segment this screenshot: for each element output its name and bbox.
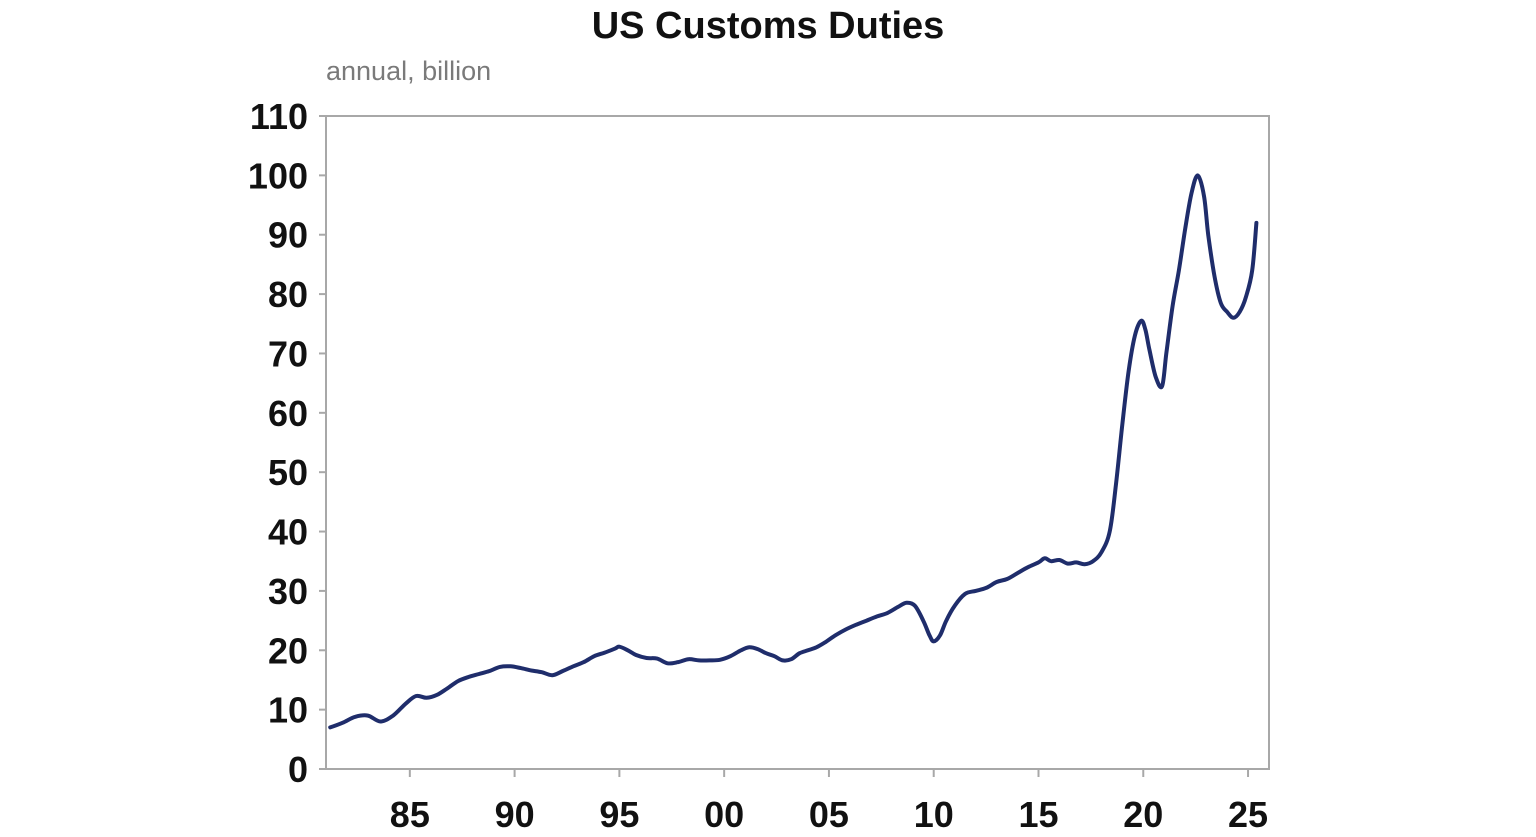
x-tick-label: 20 (1123, 794, 1163, 835)
y-tick-label: 60 (268, 393, 308, 434)
x-tick-label: 95 (599, 794, 639, 835)
chart-title: US Customs Duties (592, 5, 945, 47)
plot-area (325, 115, 1270, 770)
chart-subtitle: annual, billion (326, 56, 491, 86)
y-axis: 0 10 20 30 40 50 60 70 80 90 100 110 (248, 96, 326, 790)
y-tick-label: 50 (268, 452, 308, 493)
x-tick-label: 85 (390, 794, 430, 835)
x-axis: 85 90 95 00 05 10 15 20 25 (390, 769, 1268, 835)
y-tick-label: 90 (268, 215, 308, 256)
x-tick-label: 10 (914, 794, 954, 835)
y-tick-label: 110 (250, 96, 308, 137)
y-tick-label: 20 (268, 630, 308, 671)
y-tick-label: 100 (248, 155, 308, 196)
x-tick-label: 05 (809, 794, 849, 835)
x-tick-label: 15 (1018, 794, 1058, 835)
series-line (328, 173, 1259, 730)
series-layer (328, 173, 1259, 730)
y-tick-label: 0 (288, 749, 308, 790)
x-tick-label: 90 (495, 794, 535, 835)
y-tick-label: 70 (268, 333, 308, 374)
x-tick-label: 25 (1228, 794, 1268, 835)
y-tick-label: 10 (268, 690, 308, 731)
x-tick-label: 00 (704, 794, 744, 835)
y-tick-label: 80 (268, 274, 308, 315)
y-tick-label: 40 (268, 512, 308, 553)
y-tick-label: 30 (268, 571, 308, 612)
